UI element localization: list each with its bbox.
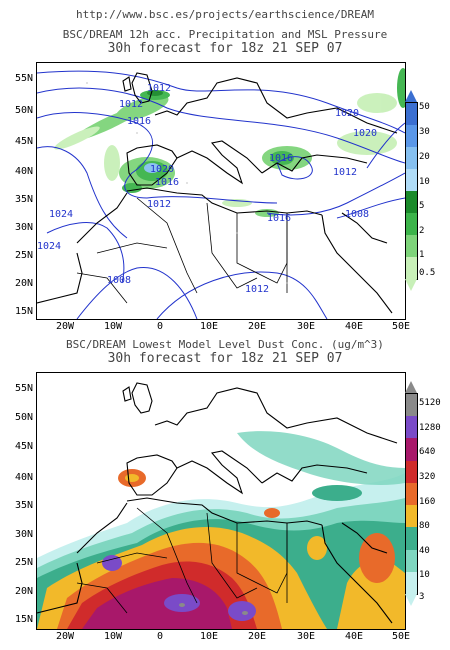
colorbar-label: 1280 <box>419 423 441 433</box>
panel1-subtitle: 30h forecast for 18z 21 SEP 07 <box>107 41 343 56</box>
precip-colorbar <box>405 102 418 280</box>
panel1-title: BSC/DREAM 12h acc. Precipitation and MSL… <box>62 28 388 41</box>
colorbar-segment <box>406 505 417 528</box>
lat-label: 45N <box>14 441 33 452</box>
isobar-label: 1012 <box>147 83 172 94</box>
lon-label: 10E <box>199 631 219 642</box>
colorbar-segment <box>406 394 417 417</box>
lon-label: 50E <box>391 321 411 332</box>
lon-label: 30E <box>296 321 316 332</box>
isobar-label: 1024 <box>49 209 74 220</box>
lat-label: 50N <box>14 105 33 116</box>
lat-label: 35N <box>14 500 33 511</box>
lat-label: 20N <box>14 586 33 597</box>
lat-label: 20N <box>14 278 33 289</box>
dust-map <box>36 372 406 630</box>
isobar-label: 1016 <box>269 153 294 164</box>
colorbar-label: 5120 <box>419 398 441 408</box>
colorbar-label: 20 <box>419 152 430 162</box>
lon-label: 50E <box>391 631 411 642</box>
colorbar-label: 320 <box>419 472 436 482</box>
colorbar-label: 5 <box>419 201 425 211</box>
panel2-title: BSC/DREAM Lowest Model Level Dust Conc. … <box>66 338 384 351</box>
lat-label: 55N <box>14 383 33 394</box>
colorbar-label: 160 <box>419 497 436 507</box>
isobar-label: 1008 <box>107 275 132 286</box>
lat-label: 30N <box>14 529 33 540</box>
lat-label: 50N <box>14 412 33 423</box>
lat-label: 30N <box>14 222 33 233</box>
lat-label: 35N <box>14 194 33 205</box>
colorbar-label: 1 <box>419 250 425 260</box>
colorbar-bottom-arrow <box>405 594 417 606</box>
colorbar-segment <box>406 571 417 594</box>
lon-label: 20E <box>247 321 267 332</box>
colorbar-bottom-arrow <box>405 279 417 291</box>
colorbar-segment <box>406 235 417 257</box>
colorbar-label: 10 <box>419 570 430 580</box>
isobar-label: 1020 <box>150 164 175 175</box>
colorbar-segment <box>406 257 417 279</box>
colorbar-segment <box>406 191 417 213</box>
isobar-label: 1016 <box>127 116 152 127</box>
colorbar-label: 40 <box>419 546 430 556</box>
colorbar-label: 640 <box>419 447 436 457</box>
colorbar-segment <box>406 527 417 550</box>
colorbar-top-arrow <box>405 381 417 393</box>
lat-label: 55N <box>14 73 33 84</box>
lat-label: 15N <box>14 306 33 317</box>
lat-label: 40N <box>14 472 33 483</box>
isobar-label: 1012 <box>333 167 358 178</box>
dust-fill <box>37 431 405 629</box>
isobar-label: 1020 <box>353 128 378 139</box>
lon-label: 10W <box>103 321 123 332</box>
isobar-label: 1016 <box>267 213 292 224</box>
colorbar-label: 0.5 <box>419 268 436 278</box>
colorbar-segment <box>406 147 417 169</box>
colorbar-segment <box>406 482 417 506</box>
source-url: http://www.bsc.es/projects/earthscience/… <box>75 8 374 21</box>
colorbar-segment <box>406 460 417 483</box>
dust-colorbar <box>405 393 418 595</box>
colorbar-top-arrow <box>405 90 417 102</box>
colorbar-label: 80 <box>419 521 430 531</box>
colorbar-segment <box>406 438 417 461</box>
colorbar-label: 2 <box>419 226 425 236</box>
isobar-label: 1008 <box>345 209 370 220</box>
lat-label: 25N <box>14 250 33 261</box>
isobar-label: 1012 <box>147 199 172 210</box>
lon-label: 20W <box>55 631 75 642</box>
colorbar-segment <box>406 103 417 125</box>
colorbar-segment <box>406 416 417 439</box>
colorbar-label: 10 <box>419 177 430 187</box>
panel2-subtitle: 30h forecast for 18z 21 SEP 07 <box>107 351 343 366</box>
isobar-label: 1020 <box>335 108 360 119</box>
lon-label: 0 <box>156 631 164 642</box>
isobar-label: 1012 <box>245 284 270 295</box>
lon-label: 20E <box>247 631 267 642</box>
colorbar-label: 3 <box>419 592 425 602</box>
lat-label: 40N <box>14 166 33 177</box>
lon-label: 40E <box>344 631 364 642</box>
lon-label: 0 <box>156 321 164 332</box>
lat-label: 15N <box>14 614 33 625</box>
lon-label: 30E <box>296 631 316 642</box>
isobar-label: 1012 <box>119 99 144 110</box>
isobar-label: 1024 <box>37 241 62 252</box>
lon-label: 20W <box>55 321 75 332</box>
precip-map: 1012 1012 1016 1020 1020 1016 1024 1012 … <box>36 62 406 320</box>
lon-label: 10E <box>199 321 219 332</box>
colorbar-label: 50 <box>419 102 430 112</box>
colorbar-segment <box>406 549 417 572</box>
lat-label: 45N <box>14 136 33 147</box>
lon-label: 10W <box>103 631 123 642</box>
lat-label: 25N <box>14 557 33 568</box>
colorbar-segment <box>406 125 417 147</box>
isobar-label: 1016 <box>155 177 180 188</box>
colorbar-segment <box>406 213 417 235</box>
colorbar-label: 30 <box>419 127 430 137</box>
lon-label: 40E <box>344 321 364 332</box>
colorbar-segment <box>406 169 417 191</box>
